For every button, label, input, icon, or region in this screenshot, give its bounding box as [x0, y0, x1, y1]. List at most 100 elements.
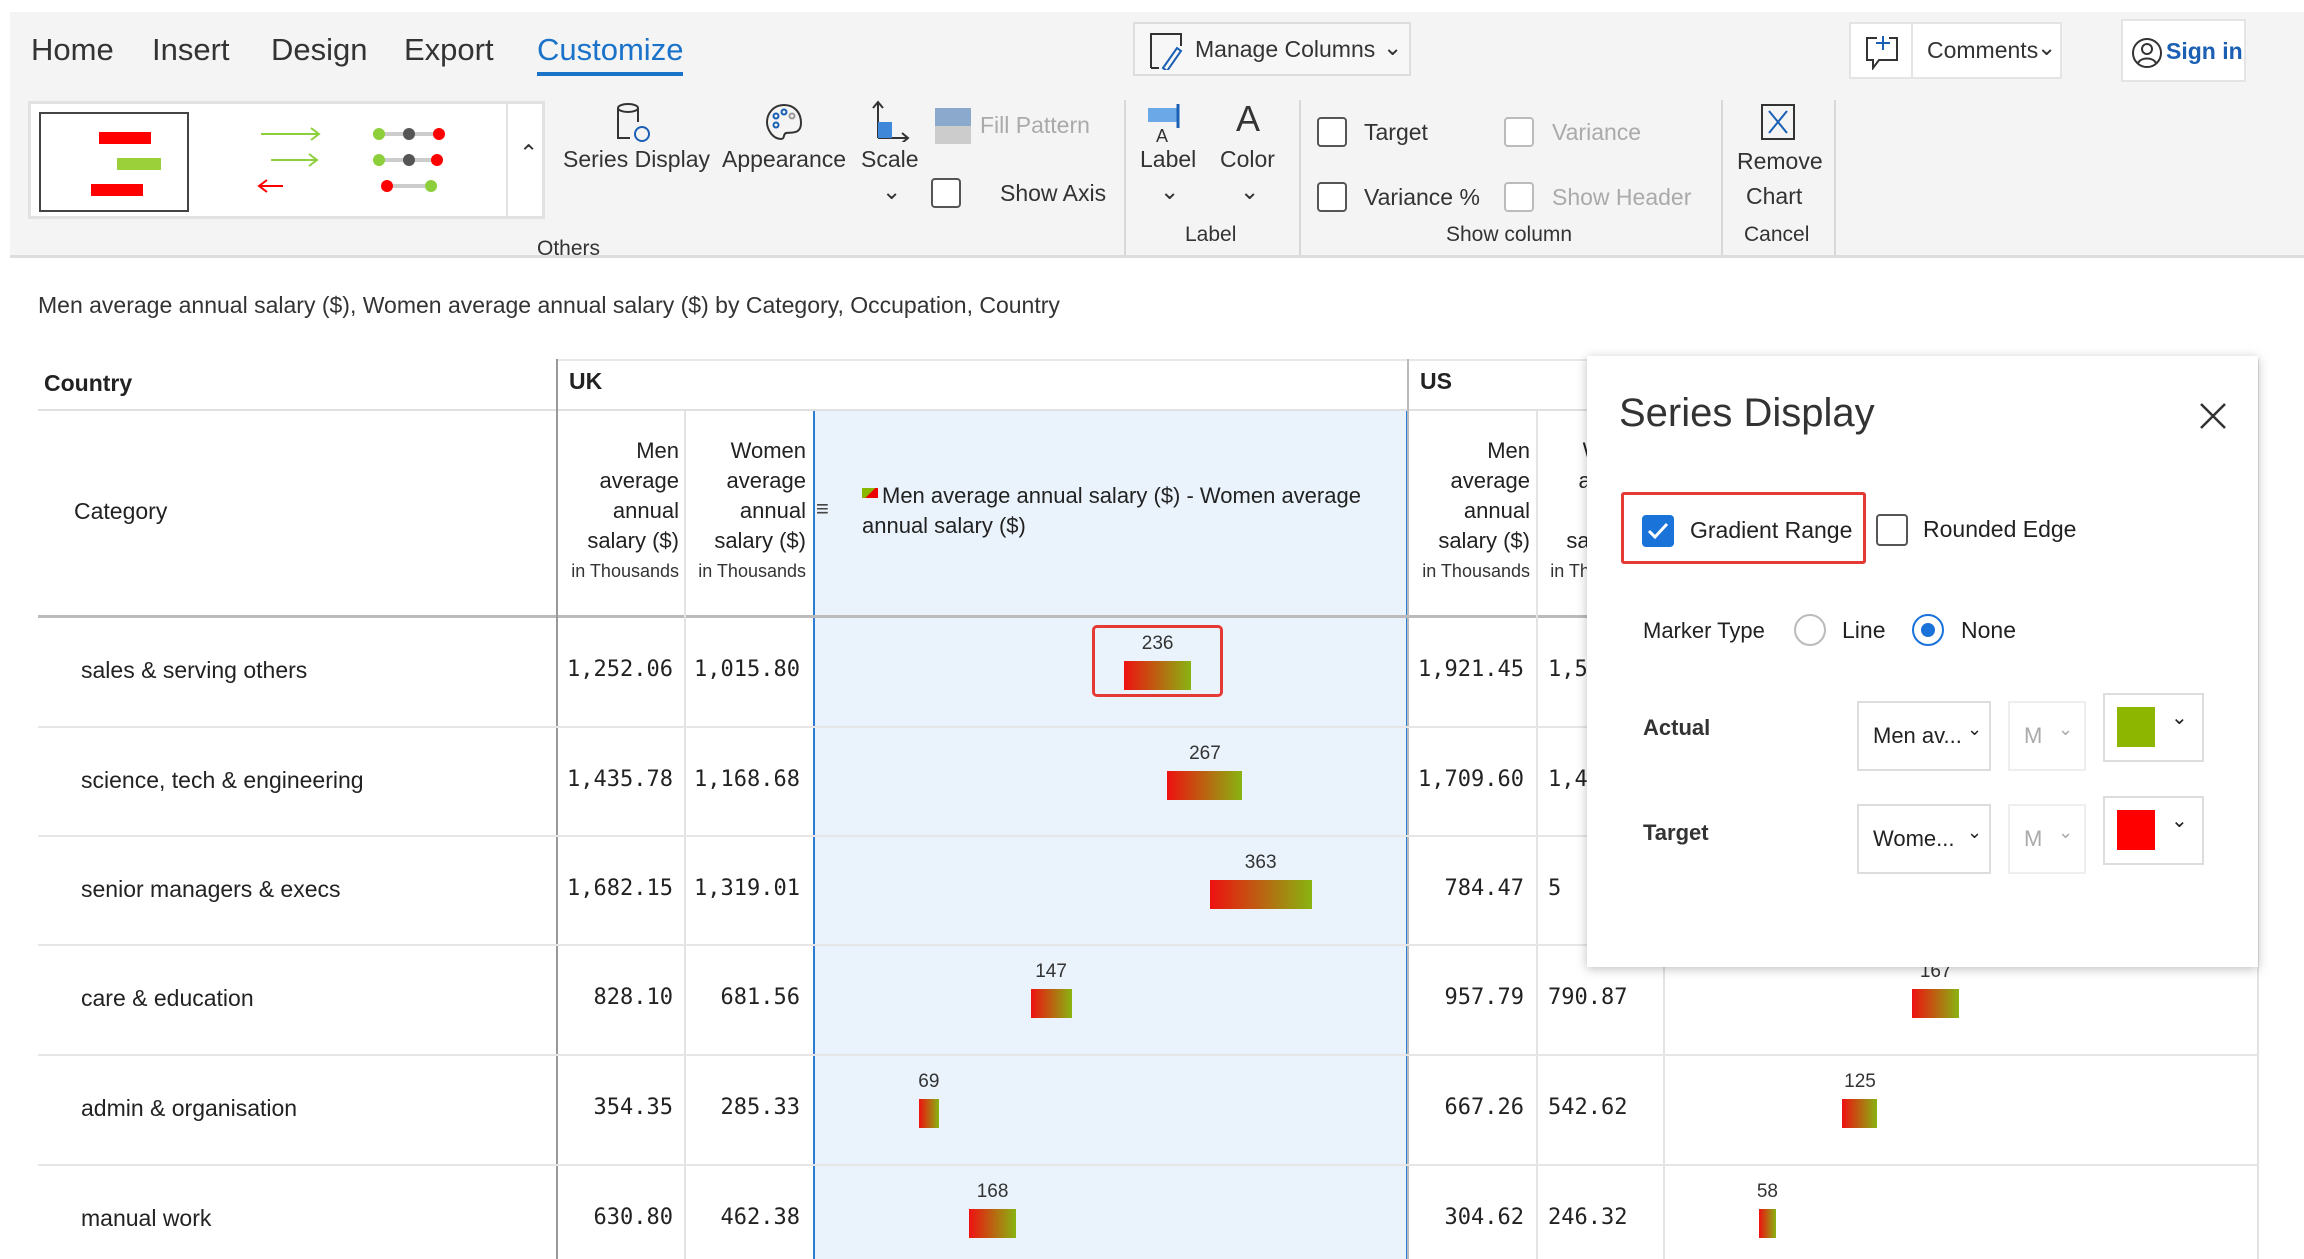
- panel-title: Series Display: [1619, 391, 1875, 435]
- uk-variance-bar[interactable]: [1124, 661, 1191, 690]
- tab-home[interactable]: Home: [31, 32, 114, 67]
- uk-women-cell: 681.56: [720, 985, 800, 1010]
- gallery-item-bar-variance[interactable]: [39, 112, 189, 212]
- us-men-cell: 304.62: [1444, 1205, 1524, 1230]
- color-button[interactable]: Color: [1220, 146, 1275, 172]
- tab-customize[interactable]: Customize: [537, 32, 684, 76]
- label-button[interactable]: Label: [1140, 146, 1197, 172]
- rounded-edge-label: Rounded Edge: [1923, 516, 2077, 542]
- actual-marker-value: M: [2024, 723, 2043, 748]
- uk-variance-bar[interactable]: [1167, 770, 1243, 800]
- chevron-down-icon: ⌄: [2171, 810, 2188, 832]
- rounded-edge-checkbox[interactable]: [1876, 514, 1908, 546]
- uk-bar-label: 69: [918, 1071, 940, 1092]
- actual-marker-dropdown[interactable]: M ⌄: [2008, 701, 2086, 771]
- marker-line-radio[interactable]: [1794, 614, 1826, 646]
- actual-series-dropdown[interactable]: Men av... ⌄: [1857, 701, 1991, 771]
- uk-men-cell: 1,682.15: [567, 875, 673, 901]
- show-axis-label: Show Axis: [1000, 180, 1107, 206]
- tab-export[interactable]: Export: [404, 32, 494, 67]
- header-line: Women: [730, 438, 806, 463]
- scale-chevron-icon[interactable]: ⌄: [882, 178, 902, 204]
- palette-icon: [765, 103, 803, 141]
- gallery-collapse-icon[interactable]: ⌃: [519, 140, 539, 166]
- target-color-swatch: [2117, 810, 2155, 850]
- gradient-range-checkbox[interactable]: [1642, 515, 1674, 547]
- tab-design[interactable]: Design: [271, 32, 368, 67]
- group-label-others: Others: [537, 237, 601, 260]
- target-series-dropdown[interactable]: Wome... ⌄: [1857, 804, 1991, 874]
- us-men-cell: 957.79: [1444, 985, 1524, 1010]
- scale-button[interactable]: Scale: [861, 146, 919, 172]
- target-color-picker[interactable]: ⌄: [2103, 796, 2204, 865]
- actual-color-picker[interactable]: ⌄: [2103, 693, 2204, 762]
- comments-label: Comments: [1927, 37, 2039, 63]
- marker-none-radio[interactable]: [1912, 614, 1944, 646]
- chart-subtitle: Men average annual salary ($), Women ave…: [38, 292, 1060, 318]
- variance-checkbox: [1504, 117, 1534, 147]
- gallery-item-dumbbell[interactable]: [371, 120, 451, 200]
- appearance-button[interactable]: Appearance: [722, 146, 847, 172]
- chevron-down-icon: ⌄: [1967, 719, 1983, 739]
- manage-columns-button[interactable]: Manage Columns ⌄: [1133, 22, 1411, 76]
- column-menu-icon[interactable]: ≡: [816, 496, 829, 521]
- category-cell: admin & organisation: [81, 1095, 298, 1121]
- uk-women-cell: 285.33: [720, 1095, 800, 1120]
- target-checkbox[interactable]: [1317, 117, 1347, 147]
- fill-pattern-icon: [935, 108, 971, 144]
- show-header-checkbox: [1504, 182, 1534, 212]
- uk-men-column-header: Men average annual salary ($) in Thousands: [557, 436, 679, 586]
- chevron-down-icon: ⌄: [1383, 34, 1403, 60]
- uk-variance-bar[interactable]: [919, 1099, 939, 1128]
- row-divider: [38, 726, 2258, 728]
- country-us: US: [1420, 368, 1452, 394]
- uk-women-cell: 1,319.01: [694, 875, 800, 901]
- gallery-item-arrows[interactable]: [221, 120, 321, 200]
- color-chevron-icon[interactable]: ⌄: [1240, 178, 1260, 204]
- uk-women-cell: 462.38: [720, 1205, 800, 1230]
- us-men-column-header: Men average annual salary ($) in Thousands: [1408, 436, 1530, 586]
- add-comment-icon: [1866, 36, 1898, 70]
- us-variance-bar[interactable]: [1912, 989, 1960, 1018]
- series-legend-icon: [862, 488, 878, 498]
- selected-chart-column[interactable]: [813, 409, 1408, 1259]
- uk-variance-bar[interactable]: [968, 1209, 1017, 1238]
- show-axis-checkbox[interactable]: [931, 178, 961, 208]
- header-line: salary ($): [714, 528, 806, 553]
- header-line: salary ($): [1438, 528, 1530, 553]
- gradient-range-option[interactable]: Gradient Range: [1621, 492, 1866, 564]
- category-header: Category: [74, 498, 168, 524]
- target-series-value: Wome...: [1873, 826, 1955, 851]
- country-header: Country: [44, 370, 133, 396]
- country-uk: UK: [569, 368, 603, 394]
- label-chevron-icon[interactable]: ⌄: [1160, 178, 1180, 204]
- uk-men-cell: 1,435.78: [567, 766, 673, 792]
- close-icon[interactable]: [2199, 402, 2227, 430]
- uk-variance-bar[interactable]: [1209, 879, 1312, 909]
- group-label-cancel: Cancel: [1744, 223, 1810, 246]
- sign-in-button[interactable]: Sign in: [2121, 19, 2246, 82]
- category-cell: care & education: [81, 985, 254, 1011]
- uk-bar-label: 168: [976, 1181, 1009, 1202]
- us-variance-bar[interactable]: [1759, 1209, 1776, 1238]
- us-variance-bar[interactable]: [1842, 1099, 1878, 1128]
- remove-chart-button[interactable]: Remove: [1737, 148, 1823, 174]
- variance-percent-checkbox[interactable]: [1317, 182, 1347, 212]
- series-display-panel: Series Display Gradient Range Rounded Ed…: [1587, 356, 2258, 967]
- series-display-button[interactable]: Series Display: [563, 146, 710, 172]
- checkmark-icon: [1647, 522, 1669, 540]
- target-marker-value: M: [2024, 826, 2043, 851]
- uk-women-cell: 1,015.80: [694, 657, 800, 682]
- actual-color-swatch: [2117, 707, 2155, 747]
- tab-insert[interactable]: Insert: [152, 32, 230, 67]
- header-line: annual: [612, 498, 679, 523]
- target-marker-dropdown[interactable]: M ⌄: [2008, 804, 2086, 874]
- chevron-down-icon: ⌄: [2171, 707, 2188, 729]
- unit-label: in Thousands: [698, 561, 806, 581]
- us-bar-label: 58: [1756, 1181, 1778, 1202]
- chevron-down-icon: ⌄: [1967, 822, 1983, 842]
- comments-button[interactable]: Comments ⌄: [1849, 22, 2062, 79]
- uk-men-cell: 630.80: [593, 1205, 673, 1230]
- variance-label: Variance: [1552, 119, 1642, 145]
- uk-variance-bar[interactable]: [1030, 989, 1072, 1018]
